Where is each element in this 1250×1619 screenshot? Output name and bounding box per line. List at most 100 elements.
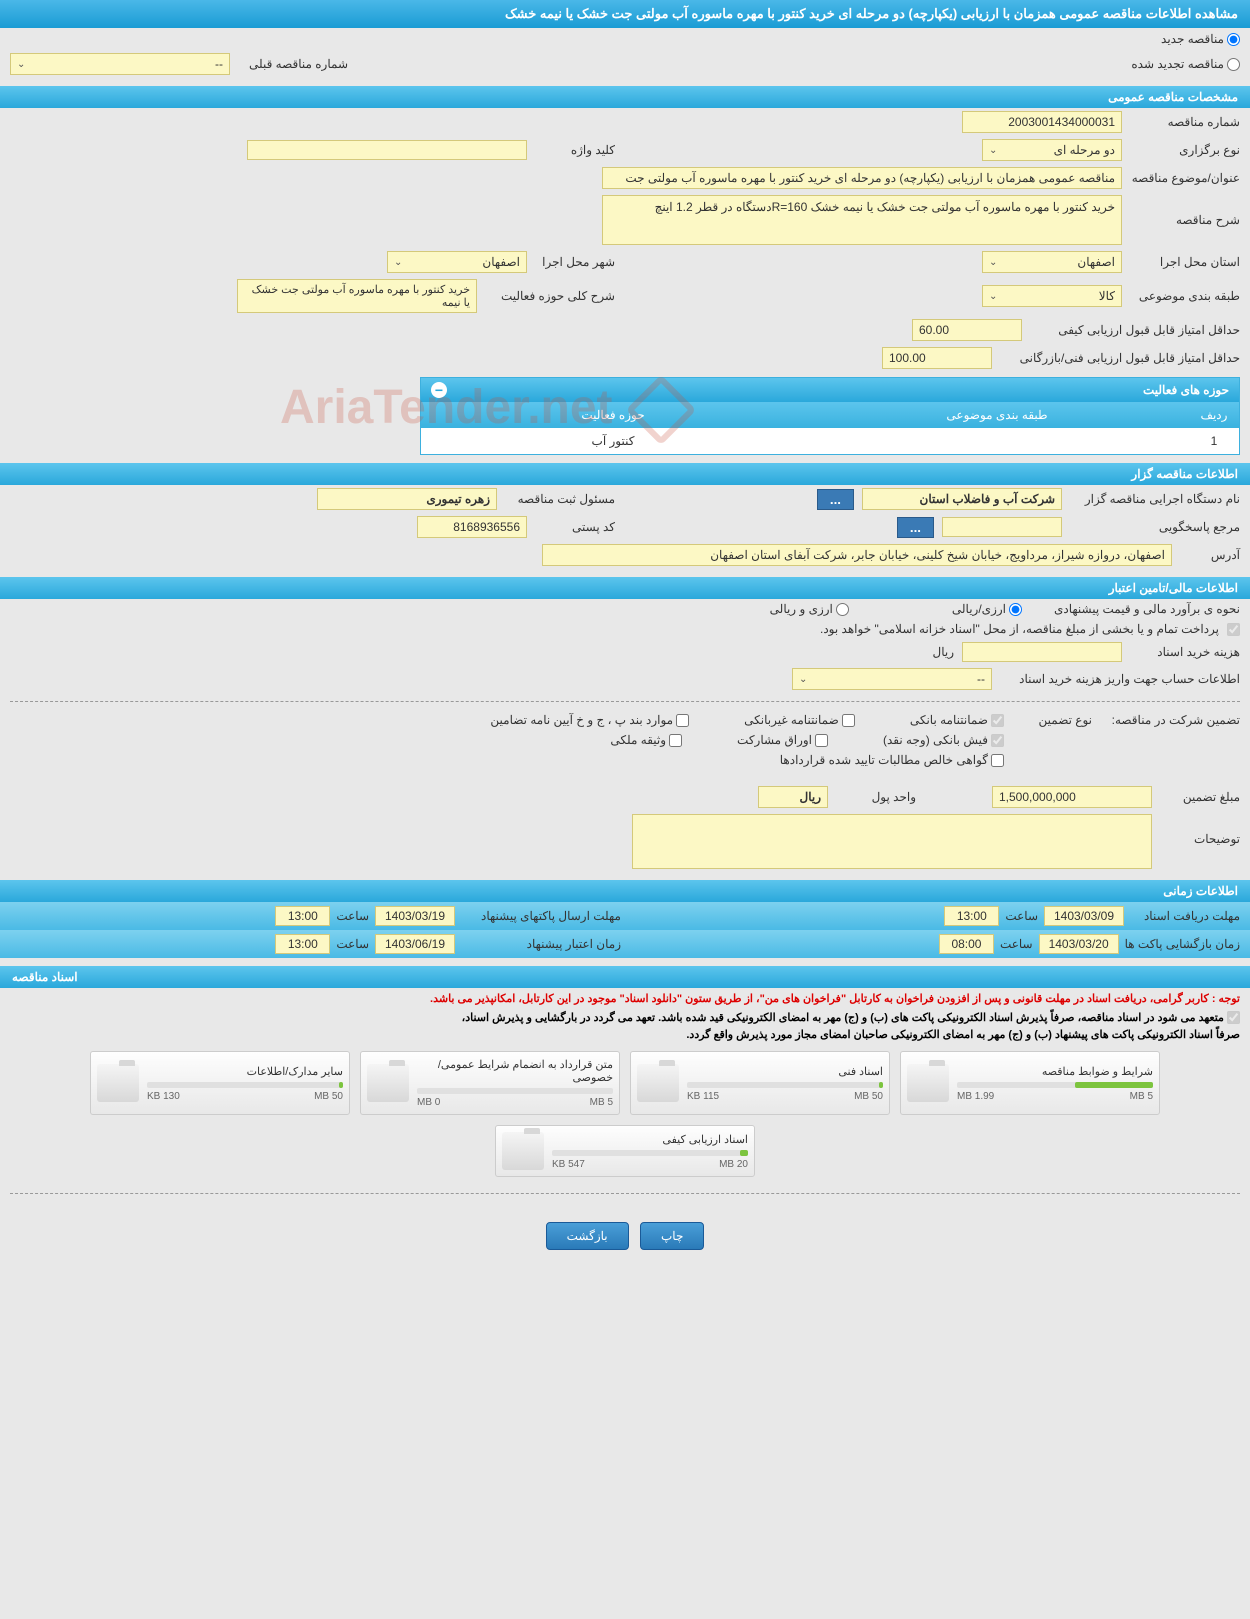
- notice-black-2: صرفاً اسناد الکترونیکی پاکت های پیشنهاد …: [0, 1026, 1250, 1043]
- responsible-field: زهره تیموری: [317, 488, 497, 510]
- account-info-dropdown[interactable]: -- ⌄: [792, 668, 992, 690]
- estimate-label: نحوه ی برآورد مالی و قیمت پیشنهادی: [1030, 602, 1240, 616]
- min-tech-field[interactable]: 100.00: [882, 347, 992, 369]
- postal-label: کد پستی: [535, 520, 615, 534]
- doc-total: 20 MB: [719, 1159, 748, 1170]
- notes-field[interactable]: [632, 814, 1152, 869]
- province-dropdown[interactable]: اصفهان ⌄: [982, 251, 1122, 273]
- document-item[interactable]: سایر مدارک/اطلاعات 50 MB130 KB: [90, 1051, 350, 1115]
- g-bonds-checkbox[interactable]: [676, 714, 689, 727]
- g-receivables-checkbox[interactable]: [991, 754, 1004, 767]
- activity-row-num: 1: [1189, 432, 1239, 450]
- g-property-checkbox[interactable]: [669, 734, 682, 747]
- collapse-icon[interactable]: −: [431, 382, 447, 398]
- mix-radio[interactable]: [836, 603, 849, 616]
- divider-2: [10, 1193, 1240, 1194]
- section-timing: اطلاعات زمانی: [0, 880, 1250, 902]
- category-dropdown[interactable]: کالا ⌄: [982, 285, 1122, 307]
- org-name-label: نام دستگاه اجرایی مناقصه گزار: [1070, 492, 1240, 506]
- type-dropdown[interactable]: دو مرحله ای ⌄: [982, 139, 1122, 161]
- province-label: استان محل اجرا: [1130, 255, 1240, 269]
- description-label: شرح مناقصه: [1130, 195, 1240, 227]
- ref-label: مرجع پاسخگویی: [1070, 520, 1240, 534]
- print-button[interactable]: چاپ: [640, 1222, 704, 1250]
- city-label: شهر محل اجرا: [535, 255, 615, 269]
- ref-lookup-button[interactable]: ...: [897, 517, 934, 538]
- ref-field[interactable]: [942, 517, 1062, 537]
- page-title: مشاهده اطلاعات مناقصه عمومی همزمان با ار…: [0, 0, 1250, 28]
- col-category-header: طبقه بندی موضوعی: [805, 406, 1189, 424]
- address-field[interactable]: اصفهان، دروازه شیراز، مرداویج، خیابان شی…: [542, 544, 1172, 566]
- responsible-label: مسئول ثبت مناقصه: [505, 492, 615, 506]
- document-item[interactable]: متن قرارداد به انضمام شرایط عمومی/خصوصی …: [360, 1051, 620, 1115]
- prev-number-dropdown[interactable]: -- ⌄: [10, 53, 230, 75]
- chevron-down-icon: ⌄: [394, 257, 402, 268]
- activity-row-act: کنتور آب: [421, 432, 805, 450]
- doc-used: 0 MB: [417, 1097, 440, 1108]
- min-quality-label: حداقل امتیاز قابل قبول ارزیابی کیفی: [1030, 323, 1240, 337]
- unit-field: ریال: [758, 786, 828, 808]
- tender-new-label: مناقصه جدید: [1161, 32, 1224, 46]
- open-date: 1403/03/20: [1039, 934, 1119, 954]
- send-label: مهلت ارسال پاکتهای پیشنهاد: [461, 909, 621, 923]
- time-label-3: ساعت: [1000, 937, 1033, 951]
- notice-red: توجه : کاربر گرامی، دریافت اسناد در مهلت…: [0, 988, 1250, 1009]
- validity-date: 1403/06/19: [375, 934, 455, 954]
- g-cash-label: فیش بانکی (وجه نقد): [883, 733, 988, 747]
- section-general: مشخصات مناقصه عمومی: [0, 86, 1250, 108]
- tender-number-label: شماره مناقصه: [1130, 115, 1240, 129]
- description-field[interactable]: خرید کنتور با مهره ماسوره آب مولتی جت خش…: [602, 195, 1122, 245]
- doc-used: 130 KB: [147, 1091, 180, 1102]
- send-time: 13:00: [275, 906, 330, 926]
- back-button[interactable]: بازگشت: [546, 1222, 629, 1250]
- min-quality-field[interactable]: 60.00: [912, 319, 1022, 341]
- amount-label: مبلغ تضمین: [1160, 790, 1240, 804]
- doc-cost-field[interactable]: [962, 642, 1122, 662]
- time-label: ساعت: [1005, 909, 1038, 923]
- subject-field[interactable]: مناقصه عمومی همزمان با ارزیابی (یکپارچه)…: [602, 167, 1122, 189]
- tender-status-group: مناقصه جدید: [0, 28, 1250, 50]
- col-row-header: ردیف: [1189, 406, 1239, 424]
- g-nonbank-checkbox[interactable]: [842, 714, 855, 727]
- commit-checkbox: [1227, 1011, 1240, 1024]
- payment-note-label: پرداخت تمام و یا بخشی از مبلغ مناقصه، از…: [820, 622, 1219, 636]
- doc-total: 50 MB: [854, 1091, 883, 1102]
- chevron-down-icon: ⌄: [799, 674, 807, 685]
- unit-label: واحد پول: [836, 790, 916, 804]
- document-item[interactable]: اسناد ارزیابی کیفی 20 MB547 KB: [495, 1125, 755, 1177]
- g-property-label: وثیقه ملکی: [610, 733, 666, 747]
- section-organizer: اطلاعات مناقصه گزار: [0, 463, 1250, 485]
- receive-date: 1403/03/09: [1044, 906, 1124, 926]
- doc-cost-label: هزینه خرید اسناد: [1130, 645, 1240, 659]
- g-bank-label: ضمانتنامه بانکی: [910, 713, 988, 727]
- account-info-label: اطلاعات حساب جهت واریز هزینه خرید اسناد: [1000, 672, 1240, 686]
- doc-title: شرایط و ضوابط مناقصه: [957, 1065, 1153, 1078]
- subject-label: عنوان/موضوع مناقصه: [1130, 171, 1240, 185]
- divider: [10, 701, 1240, 702]
- tender-new-radio[interactable]: [1227, 33, 1240, 46]
- document-item[interactable]: شرایط و ضوابط مناقصه 5 MB1.99 MB: [900, 1051, 1160, 1115]
- doc-used: 115 KB: [687, 1091, 719, 1102]
- activity-desc-field[interactable]: خرید کنتور با مهره ماسوره آب مولتی جت خش…: [237, 279, 477, 313]
- tender-renewed-radio[interactable]: [1227, 58, 1240, 71]
- org-lookup-button[interactable]: ...: [817, 489, 854, 510]
- chevron-down-icon: ⌄: [989, 145, 997, 156]
- g-nonbank-label: ضمانتنامه غیربانکی: [744, 713, 839, 727]
- keyword-label: کلید واژه: [535, 143, 615, 157]
- g-securities-checkbox[interactable]: [815, 734, 828, 747]
- section-financial: اطلاعات مالی/تامین اعتبار: [0, 577, 1250, 599]
- riyal-radio[interactable]: [1009, 603, 1022, 616]
- doc-title: اسناد فنی: [687, 1065, 883, 1078]
- g-bonds-label: موارد بند پ ، ج و خ آیین نامه تضامین: [490, 713, 673, 727]
- validity-label: زمان اعتبار پیشنهاد: [461, 937, 621, 951]
- city-dropdown[interactable]: اصفهان ⌄: [387, 251, 527, 273]
- min-tech-label: حداقل امتیاز قابل قبول ارزیابی فنی/بازرگ…: [1000, 351, 1240, 365]
- amount-field[interactable]: 1,500,000,000: [992, 786, 1152, 808]
- doc-title: سایر مدارک/اطلاعات: [147, 1065, 343, 1078]
- chevron-down-icon: ⌄: [17, 59, 25, 70]
- keyword-field[interactable]: [247, 140, 527, 160]
- org-name-field: شرکت آب و فاضلاب استان: [862, 488, 1062, 510]
- postal-field[interactable]: 8168936556: [417, 516, 527, 538]
- riyal-label: ارزی/ریالی: [952, 602, 1006, 616]
- document-item[interactable]: اسناد فنی 50 MB 115 KB: [630, 1051, 890, 1115]
